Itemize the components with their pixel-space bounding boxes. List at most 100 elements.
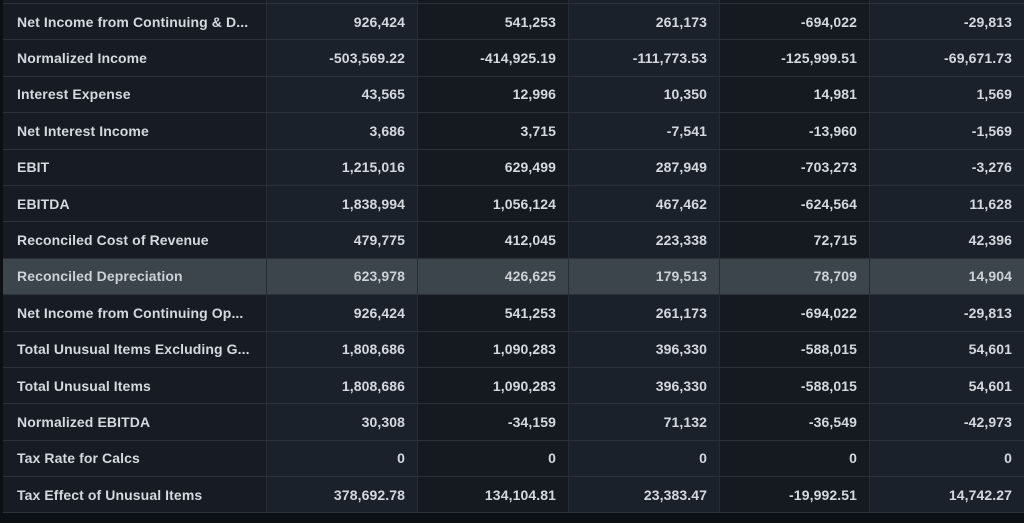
table-row[interactable]: Total Unusual Items Excluding G... 1,808,… — [3, 331, 1024, 368]
value-cell: 12,996 — [418, 76, 569, 113]
row-label: Net Interest Income — [3, 113, 267, 149]
value-cell: 1,090,283 — [418, 367, 569, 404]
value-cell: 1,838,994 — [267, 185, 418, 222]
table-row[interactable]: EBITDA 1,838,994 1,056,124 467,462 -624,564 1… — [3, 185, 1024, 223]
value-cell: 396,330 — [569, 367, 720, 404]
value-cell: -7,541 — [569, 113, 720, 149]
value-cell: 1,215,016 — [267, 149, 418, 185]
table-row[interactable]: Tax Effect of Unusual Items 378,692.78 134… — [3, 477, 1024, 514]
row-label: Reconciled Depreciation — [3, 258, 267, 295]
table-row[interactable]: Net Income from Continuing & D... 926,424… — [3, 4, 1024, 41]
table-row-highlighted[interactable]: Reconciled Depreciation 623,978 426,625 179… — [3, 258, 1024, 296]
value-cell: 54,601 — [870, 367, 1024, 404]
value-cell: -34,159 — [418, 404, 569, 440]
value-cell: 426,625 — [418, 258, 569, 295]
value-cell: -111,773.53 — [569, 40, 720, 76]
table-row[interactable]: Net Interest Income 3,686 3,715 -7,541 -13,9… — [3, 113, 1024, 150]
value-cell: -414,925.19 — [418, 40, 569, 76]
row-label: Tax Effect of Unusual Items — [3, 477, 267, 513]
financials-table: Net Income from Continuing & D... 926,424… — [3, 0, 1024, 514]
table-row[interactable]: Reconciled Cost of Revenue 479,775 412,045… — [3, 222, 1024, 259]
value-cell: 1,569 — [870, 76, 1024, 113]
value-cell: 23,383.47 — [569, 477, 720, 513]
value-cell: 0 — [569, 440, 720, 477]
value-cell: -503,569.22 — [267, 40, 418, 76]
row-label: EBIT — [3, 149, 267, 185]
table-row-partial — [3, 0, 1024, 4]
table-row[interactable]: Net Income from Continuing Op... 926,424 5… — [3, 295, 1024, 332]
value-cell: 54,601 — [870, 331, 1024, 367]
row-label: Total Unusual Items — [3, 367, 267, 404]
cell-partial — [720, 0, 870, 3]
table-row[interactable]: Normalized EBITDA 30,308 -34,159 71,132 -36,… — [3, 404, 1024, 441]
value-cell: 42,396 — [870, 222, 1024, 258]
value-cell: 11,628 — [870, 185, 1024, 222]
value-cell: -125,999.51 — [720, 40, 870, 76]
value-cell: 541,253 — [418, 295, 569, 331]
row-label-partial — [3, 0, 267, 3]
value-cell: -13,960 — [720, 113, 870, 149]
value-cell: 623,978 — [267, 258, 418, 295]
value-cell: 629,499 — [418, 149, 569, 185]
value-cell: 14,742.27 — [870, 477, 1024, 513]
row-label: Reconciled Cost of Revenue — [3, 222, 267, 258]
value-cell: 261,173 — [569, 295, 720, 331]
value-cell: 1,090,283 — [418, 331, 569, 367]
value-cell: 179,513 — [569, 258, 720, 295]
row-label: Normalized Income — [3, 40, 267, 76]
row-label: Normalized EBITDA — [3, 404, 267, 440]
value-cell: 0 — [720, 440, 870, 477]
cell-partial — [870, 0, 1024, 3]
row-label: EBITDA — [3, 185, 267, 222]
value-cell: -19,992.51 — [720, 477, 870, 513]
value-cell: 412,045 — [418, 222, 569, 258]
table-row[interactable]: EBIT 1,215,016 629,499 287,949 -703,273 -3,27… — [3, 149, 1024, 186]
value-cell: 3,686 — [267, 113, 418, 149]
value-cell: -624,564 — [720, 185, 870, 222]
value-cell: 223,338 — [569, 222, 720, 258]
row-label: Net Income from Continuing & D... — [3, 4, 267, 40]
value-cell: 541,253 — [418, 4, 569, 40]
value-cell: 78,709 — [720, 258, 870, 295]
value-cell: 0 — [267, 440, 418, 477]
value-cell: 926,424 — [267, 295, 418, 331]
value-cell: 926,424 — [267, 4, 418, 40]
value-cell: -588,015 — [720, 331, 870, 367]
row-label: Interest Expense — [3, 76, 267, 113]
table-row[interactable]: Tax Rate for Calcs 0 0 0 0 0 — [3, 440, 1024, 478]
value-cell: 0 — [870, 440, 1024, 477]
value-cell: 14,981 — [720, 76, 870, 113]
value-cell: 479,775 — [267, 222, 418, 258]
value-cell: 467,462 — [569, 185, 720, 222]
value-cell: 10,350 — [569, 76, 720, 113]
value-cell: 1,808,686 — [267, 331, 418, 367]
cell-partial — [418, 0, 569, 3]
cell-partial — [267, 0, 418, 3]
value-cell: -703,273 — [720, 149, 870, 185]
row-label: Total Unusual Items Excluding G... — [3, 331, 267, 367]
value-cell: 396,330 — [569, 331, 720, 367]
value-cell: 1,056,124 — [418, 185, 569, 222]
row-label: Tax Rate for Calcs — [3, 440, 267, 477]
value-cell: -36,549 — [720, 404, 870, 440]
table-row[interactable]: Total Unusual Items 1,808,686 1,090,283 396… — [3, 367, 1024, 405]
value-cell: -694,022 — [720, 295, 870, 331]
value-cell: 43,565 — [267, 76, 418, 113]
value-cell: 287,949 — [569, 149, 720, 185]
value-cell: -42,973 — [870, 404, 1024, 440]
table-row[interactable]: Interest Expense 43,565 12,996 10,350 14,981… — [3, 76, 1024, 114]
value-cell: -1,569 — [870, 113, 1024, 149]
table-row[interactable]: Normalized Income -503,569.22 -414,925.19-… — [3, 40, 1024, 77]
value-cell: 14,904 — [870, 258, 1024, 295]
value-cell: -3,276 — [870, 149, 1024, 185]
value-cell: 0 — [418, 440, 569, 477]
value-cell: -69,671.73 — [870, 40, 1024, 76]
value-cell: -29,813 — [870, 295, 1024, 331]
value-cell: -29,813 — [870, 4, 1024, 40]
value-cell: -694,022 — [720, 4, 870, 40]
value-cell: 378,692.78 — [267, 477, 418, 513]
value-cell: 134,104.81 — [418, 477, 569, 513]
value-cell: -588,015 — [720, 367, 870, 404]
value-cell: 30,308 — [267, 404, 418, 440]
row-label: Net Income from Continuing Op... — [3, 295, 267, 331]
